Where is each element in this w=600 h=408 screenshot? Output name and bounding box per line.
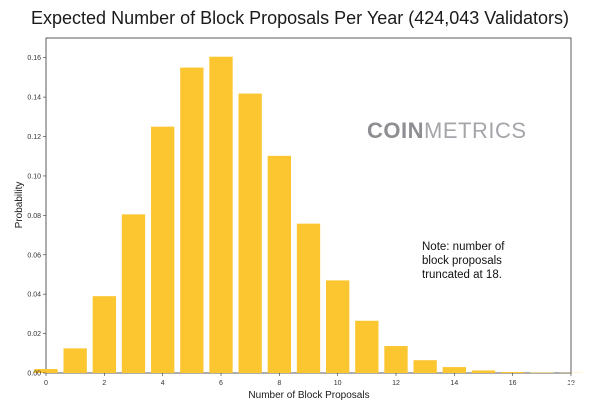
x-tick-label: 8 — [277, 380, 281, 387]
note-line-1: Note: number of — [422, 241, 505, 253]
x-tick-label: 10 — [334, 380, 342, 387]
x-tick-label: 16 — [509, 380, 517, 387]
logo-metrics-part: METRICS — [424, 118, 527, 143]
bar-2 — [92, 296, 116, 373]
y-tick-label: 0.14 — [27, 95, 41, 102]
y-tick-label: 0.16 — [27, 55, 41, 62]
bar-9 — [296, 223, 321, 373]
x-tick-label: 14 — [450, 380, 458, 387]
y-tick-label: 0.12 — [27, 134, 41, 141]
bar-0 — [34, 369, 58, 373]
bar-4 — [151, 126, 175, 374]
bar-7 — [238, 93, 262, 373]
x-tick-label: 18 — [567, 380, 575, 387]
bar-10 — [326, 280, 350, 373]
coinmetrics-logo: COINMETRICS — [367, 118, 527, 143]
y-tick-label: 0.08 — [27, 213, 41, 220]
bar-15 — [471, 370, 496, 373]
y-tick-label: 0.02 — [27, 331, 41, 338]
x-ticks: 0 2 4 6 8 10 12 14 16 18 — [44, 373, 575, 387]
x-tick-label: 0 — [44, 380, 48, 387]
bar-13 — [413, 360, 437, 373]
bar-1 — [63, 348, 87, 373]
bars-group — [34, 56, 583, 374]
y-ticks: 0.00 0.02 0.04 0.06 0.08 0.10 0.12 0.14 0.16 — [27, 55, 46, 378]
bar-3 — [121, 214, 146, 373]
bar-8 — [267, 155, 291, 373]
x-tick-label: 12 — [392, 380, 400, 387]
bar-5 — [180, 67, 204, 373]
bar-16 — [501, 372, 525, 373]
x-tick-label: 2 — [102, 380, 106, 387]
watermark-icon — [506, 376, 522, 392]
bar-14 — [442, 367, 466, 373]
y-tick-label: 0.00 — [27, 371, 41, 378]
y-tick-label: 0.04 — [27, 292, 41, 299]
watermark-text: 金色财经 — [526, 377, 582, 393]
y-tick-label: 0.06 — [27, 252, 41, 259]
watermark: 金色财经 — [506, 376, 582, 393]
logo-coin-part: COIN — [367, 118, 424, 143]
bar-12 — [384, 346, 408, 373]
y-axis-title: Probability — [14, 182, 25, 229]
x-tick-label: 4 — [161, 380, 165, 387]
x-axis-title: Number of Block Proposals — [248, 390, 369, 401]
y-tick-label: 0.10 — [27, 173, 41, 180]
chart-title: Expected Number of Block Proposals Per Y… — [31, 8, 569, 28]
bar-11 — [355, 320, 379, 373]
x-tick-label: 6 — [219, 380, 223, 387]
note-line-3: truncated at 18. — [422, 269, 502, 281]
bar-6 — [209, 56, 233, 373]
note-annotation: Note: number of block proposals truncate… — [422, 241, 508, 281]
note-line-2: block proposals — [422, 255, 502, 267]
